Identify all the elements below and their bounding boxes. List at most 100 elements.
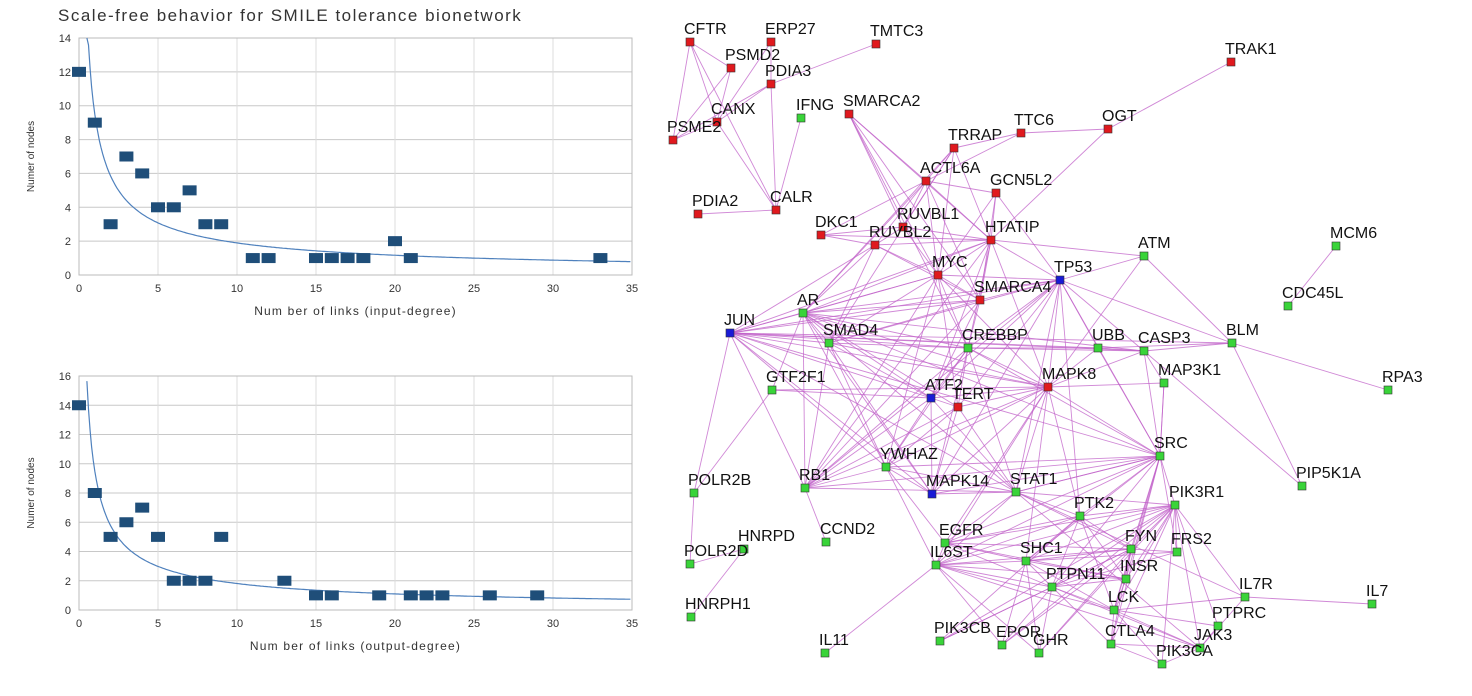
node-casp3: CASP3 [1138, 330, 1191, 356]
x-tick-label: 10 [231, 283, 243, 295]
data-point [435, 590, 450, 601]
node-label: TTC6 [1014, 112, 1054, 129]
edge-SRC-IL6ST [935, 455, 1161, 566]
edge-EGFR-PTPN11 [944, 542, 1053, 588]
y-tick-label: 4 [65, 547, 71, 559]
edge-SMARCA4-ATF2 [930, 299, 981, 399]
node-ruvbl1: RUVBL1 [897, 206, 959, 232]
node-tert: TERT [952, 386, 994, 412]
node-marker [963, 343, 973, 353]
x-tick-label: 25 [468, 618, 480, 630]
data-point [277, 575, 292, 586]
node-label: PIK3R1 [1169, 484, 1224, 501]
y-tick-label: 6 [65, 517, 71, 529]
edge-TRRAP-SMAD4 [828, 147, 955, 344]
edge-PIK3R1-IL6ST [935, 504, 1176, 566]
edge-PIK3R1-CTLA4 [1110, 504, 1176, 645]
edge-HTATIP-TP53 [990, 239, 1061, 281]
node-marker [820, 648, 830, 658]
edge-PDIA3-TMTC3 [770, 43, 877, 85]
data-point [482, 590, 497, 601]
edge-AR-MAPK8 [802, 312, 1049, 388]
node-myc: MYC [932, 254, 968, 280]
edge-YWHAZ-MAPK14 [885, 466, 933, 495]
edge-SMAD4-YWHAZ [828, 342, 887, 468]
node-label: PDIA2 [692, 193, 738, 210]
edge-PTPN11-INSR [1051, 578, 1127, 588]
x-tick-label: 25 [468, 283, 480, 295]
edge-IL6ST-INSR [935, 564, 1127, 580]
data-point [72, 66, 86, 77]
edge-SMARCA2-MYC [848, 113, 939, 276]
edge-SMARCA4-JUN [729, 299, 981, 334]
edge-DKC1-HTATIP [820, 234, 992, 241]
edge-JUN-RB1 [729, 332, 806, 489]
node-ogt: OGT [1102, 108, 1137, 134]
data-point [151, 531, 165, 542]
node-marker [1170, 500, 1180, 510]
node-marker [1383, 385, 1393, 395]
y-tick-label: 6 [65, 168, 71, 180]
node-mcm6: MCM6 [1330, 225, 1377, 251]
node-dkc1: DKC1 [815, 214, 858, 240]
edge-MCM6-CDC45L [1287, 245, 1337, 307]
y-tick-label: 14 [59, 33, 71, 45]
data-point [372, 590, 387, 601]
edge-TP53-MAPK8 [1047, 279, 1061, 388]
node-marker [975, 295, 985, 305]
edge-TP53-ATF2 [930, 279, 1061, 399]
edge-YWHAZ-SRC [885, 455, 1161, 468]
edge-AR-RB1 [802, 312, 806, 489]
x-axis-label: Num ber of links (output-degree) [250, 639, 461, 653]
edge-AR-JUN [729, 312, 804, 334]
node-marker [935, 636, 945, 646]
node-marker [767, 385, 777, 395]
node-marker [1155, 451, 1165, 461]
node-label: GCN5L2 [990, 172, 1052, 189]
edge-EGFR-INSR [944, 542, 1127, 580]
node-ccnd2: CCND2 [820, 521, 875, 547]
edge-MAPK8-IL6ST [935, 386, 1049, 566]
node-label: RB1 [799, 467, 830, 484]
data-point [419, 590, 434, 601]
node-label: SHC1 [1020, 540, 1063, 557]
edge-JUN-CREBBP [729, 332, 969, 349]
node-label: SRC [1154, 435, 1188, 452]
node-fyn: FYN [1125, 528, 1157, 554]
node-marker [796, 113, 806, 123]
edge-TERT-STAT1 [957, 406, 1017, 493]
node-jak3: JAK3 [1194, 627, 1232, 653]
x-tick-label: 35 [626, 618, 638, 630]
node-label: SMAD4 [823, 322, 878, 339]
node-gtf2f1: GTF2F1 [766, 369, 826, 395]
node-marker [1172, 547, 1182, 557]
node-marker [991, 188, 1001, 198]
edge-RUVBL1-DKC1 [820, 226, 904, 236]
node-label: PSMD2 [725, 47, 780, 64]
edge-IL6ST-GHR [935, 564, 1040, 654]
node-ghr: GHR [1033, 632, 1069, 658]
data-point [356, 253, 371, 264]
edge-MAPK8-SRC [1047, 386, 1161, 457]
edge-STAT1-JAK3 [1015, 491, 1201, 649]
fit-curve [86, 381, 631, 600]
node-label: PIP5K1A [1296, 465, 1361, 482]
node-label: RPA3 [1382, 369, 1423, 386]
edge-AR-MAPK14 [802, 312, 933, 495]
edge-SMAD4-RB1 [804, 342, 830, 489]
node-label: OGT [1102, 108, 1137, 125]
edge-PIK3R1-INSR [1125, 504, 1176, 580]
node-label: FYN [1125, 528, 1157, 545]
edge-TRAK1-OGT [1107, 61, 1232, 130]
edge-PIK3R1-SHC1 [1025, 504, 1176, 562]
node-label: CASP3 [1138, 330, 1191, 347]
edge-STAT1-IL7R [1015, 491, 1246, 598]
node-marker [1297, 481, 1307, 491]
x-tick-label: 20 [389, 618, 401, 630]
edge-SHC1-INSR [1025, 560, 1127, 580]
y-tick-label: 8 [65, 135, 71, 147]
node-marker [1331, 241, 1341, 251]
node-label: MAPK14 [926, 473, 989, 490]
edge-FYN-SHC1 [1025, 548, 1132, 562]
edge-IL6ST-PTPN11 [935, 564, 1053, 588]
